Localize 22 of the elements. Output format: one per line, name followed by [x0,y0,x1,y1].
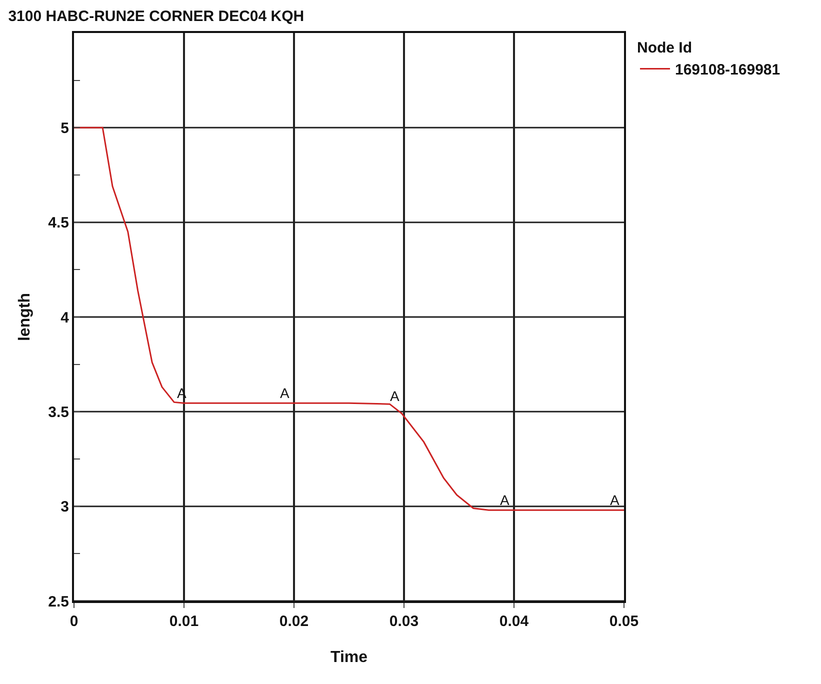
y-axis-title: length [16,293,34,341]
x-tick-label: 0.04 [499,613,530,630]
line-series [74,126,624,511]
x-tick-label: 0.02 [279,613,309,630]
y-tick-label: 4 [60,309,70,326]
y-tick-label: 5 [60,120,69,137]
annotation: A [390,388,400,404]
y-tick-label: 4.5 [48,214,69,232]
chart-title: 3100 HABC-RUN2E CORNER DEC04 KQH [8,8,304,25]
annotation: A [280,385,290,401]
x-tick-label: 0 [70,613,78,630]
x-axis-title: Time [330,649,368,666]
x-tick-label: 0.05 [609,613,639,630]
x-tick-label: 0.03 [389,613,419,630]
annotation: A [610,492,620,508]
y-tick-label: 3.5 [48,404,69,421]
y-tick-label: 2.5 [48,593,69,610]
annotation: A [500,492,510,508]
legend-title: Node Id [637,40,692,56]
x-tick-label: 0.01 [169,613,199,630]
legend-label: 169108-169981 [675,62,780,79]
y-tick-label: 3 [60,498,69,516]
